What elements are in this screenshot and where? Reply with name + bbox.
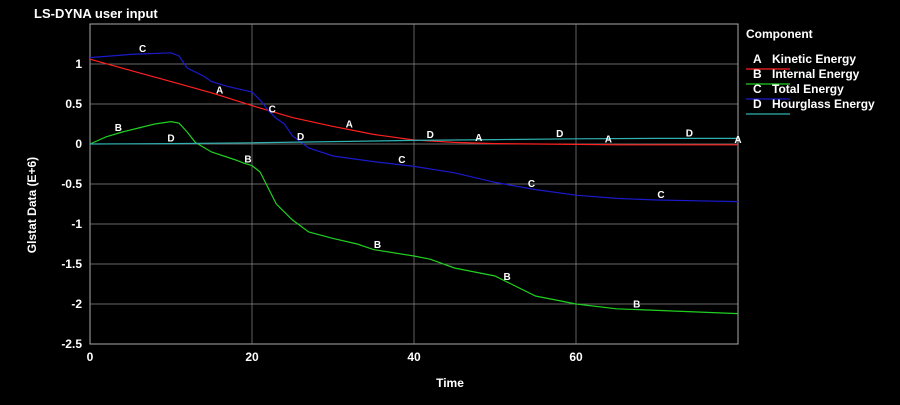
y-tick-label: -0.5 — [61, 177, 82, 191]
series-markers: A A A A A B B B B B C C C C C D D D D D — [115, 44, 742, 311]
y-tick-label: 1 — [75, 57, 82, 71]
series-line-c — [89, 52, 739, 203]
series-marker-a: A — [346, 120, 353, 131]
series-marker-a: A — [734, 135, 741, 146]
series-marker-b: B — [374, 240, 381, 251]
x-tick-label: 0 — [87, 350, 94, 364]
y-tick-label: 0 — [75, 137, 82, 151]
series-marker-a: A — [475, 133, 482, 144]
series-marker-d: D — [556, 129, 563, 140]
series-lines — [89, 52, 739, 315]
y-tick-label: -1.5 — [61, 257, 82, 271]
series-marker-c: C — [398, 155, 405, 166]
series-marker-d: D — [297, 132, 304, 143]
y-tick-label: -2 — [71, 297, 82, 311]
series-marker-d: D — [427, 130, 434, 141]
series-marker-c: C — [269, 104, 276, 115]
series-marker-a: A — [605, 135, 612, 146]
series-line-b — [89, 120, 739, 315]
x-tick-label: 40 — [407, 350, 421, 364]
y-axis-label: Glstat Data (E+6) — [25, 157, 39, 253]
legend-label-a: Kinetic Energy — [772, 52, 856, 66]
tick-labels: 0 20 40 60 1 0.5 0 -0.5 -1 -1.5 -2 -2.5 — [61, 57, 583, 364]
series-marker-a: A — [216, 85, 223, 96]
x-axis-label: Time — [436, 376, 464, 390]
chart-title: LS-DYNA user input — [34, 6, 158, 21]
legend-marker-c: C — [753, 82, 762, 96]
grid — [89, 23, 739, 345]
y-tick-label: -1 — [71, 217, 82, 231]
series-marker-b: B — [115, 123, 122, 134]
legend-marker-b: B — [753, 67, 762, 81]
series-marker-c: C — [528, 179, 535, 190]
series-marker-c: C — [139, 44, 146, 55]
legend-label-d: Hourglass Energy — [772, 97, 875, 111]
y-tick-label: -2.5 — [61, 337, 82, 351]
series-marker-b: B — [633, 300, 640, 311]
y-tick-label: 0.5 — [65, 97, 82, 111]
series-marker-b: B — [504, 272, 511, 283]
legend-label-b: Internal Energy — [772, 67, 860, 81]
series-marker-d: D — [167, 134, 174, 145]
series-line-d — [89, 137, 738, 145]
x-tick-label: 20 — [245, 350, 259, 364]
series-marker-d: D — [686, 128, 693, 139]
x-tick-label: 60 — [569, 350, 583, 364]
legend-label-c: Total Energy — [772, 82, 844, 96]
series-marker-c: C — [657, 190, 664, 201]
legend-title: Component — [746, 27, 813, 41]
legend-marker-d: D — [753, 97, 762, 111]
legend-marker-a: A — [753, 52, 762, 66]
legend: A Kinetic Energy B Internal Energy C Total En… — [746, 52, 875, 115]
series-marker-b: B — [244, 154, 251, 165]
